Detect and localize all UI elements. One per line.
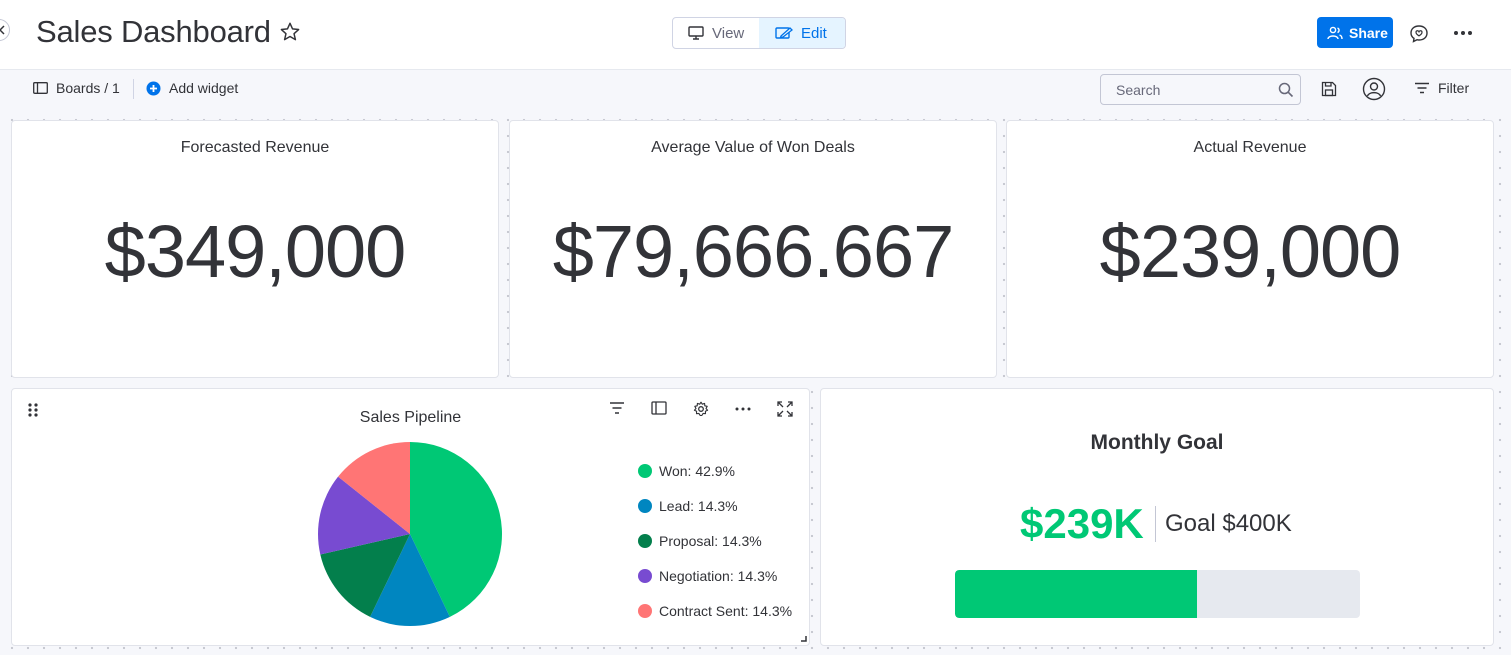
widget-number: $79,666.667 [552,210,955,293]
legend-dot [638,569,652,583]
add-widget-button[interactable]: Add widget [146,80,238,96]
person-filter-icon[interactable] [1362,77,1386,101]
view-mode-label: View [712,24,745,42]
page-title: Sales Dashboard [36,14,271,49]
widget-number: $349,000 [104,210,407,293]
save-icon[interactable] [1321,81,1337,97]
widget-more-icon[interactable] [735,407,751,411]
edit-pencil-icon [775,27,793,39]
drag-handle-icon[interactable] [27,402,39,418]
share-button[interactable]: Share [1317,17,1393,48]
add-circle-icon [146,81,161,95]
widget-title: Forecasted Revenue [180,139,330,156]
widget-filter-icon[interactable] [609,401,625,415]
pie-slice-lead[interactable] [370,534,450,626]
actual-revenue-widget[interactable]: Actual Revenue $239,000 [1006,120,1494,378]
filter-button[interactable]: Filter [1414,80,1469,96]
goal-progress-fill [955,570,1197,618]
resize-handle-icon[interactable] [801,636,807,642]
breadcrumb-label: Boards / 1 [56,80,120,96]
chevron-left-icon [0,25,5,35]
share-label: Share [1349,24,1388,41]
board-icon [33,82,48,94]
top-header: Sales Dashboard View Edit Share [0,0,1511,70]
widget-title: Average Value of Won Deals [651,139,855,156]
add-widget-label: Add widget [169,80,239,96]
pie-slice-proposal[interactable] [320,534,410,617]
widget-layout-icon[interactable] [651,401,667,415]
pie-slice-negotiation[interactable] [318,476,410,555]
legend-dot [638,464,652,478]
toolbar-divider [133,79,134,99]
chart-title: Sales Pipeline [359,409,462,426]
star-icon[interactable] [279,21,301,43]
widget-number: $239,000 [1099,210,1402,293]
average-won-deals-widget[interactable]: Average Value of Won Deals $79,666.667 [509,120,997,378]
legend-item-negotiation: Negotiation: 14.3% [638,568,777,584]
pie-slice-won[interactable] [410,442,502,617]
legend-dot [638,604,652,618]
search-input[interactable] [1101,75,1271,104]
more-options-icon[interactable] [1453,30,1473,36]
boards-breadcrumb[interactable]: Boards / 1 [33,80,120,96]
monitor-icon [688,26,704,40]
widget-settings-icon[interactable] [693,401,709,417]
view-mode-button[interactable]: View [673,18,759,48]
pipeline-pie-chart [318,442,502,626]
legend-item-proposal: Proposal: 14.3% [638,533,762,549]
legend-item-lead: Lead: 14.3% [638,498,738,514]
legend-label: Lead: 14.3% [659,498,738,514]
legend-dot [638,534,652,548]
edit-mode-button[interactable]: Edit [759,18,845,48]
legend-label: Won: 42.9% [659,463,736,479]
legend-label: Contract Sent: 14.3% [659,603,793,619]
widget-title: Actual Revenue [1193,139,1307,156]
view-edit-toggle: View Edit [672,17,846,49]
legend-item-contract-sent: Contract Sent: 14.3% [638,603,792,619]
legend-item-won: Won: 42.9% [638,463,735,479]
expand-icon[interactable] [777,401,793,417]
goal-divider [1155,506,1156,542]
goal-target: Goal $400K [1165,510,1292,537]
pie-slice-contract-sent[interactable] [338,442,410,534]
filter-icon [1415,82,1429,94]
goal-current-value: $239K [1020,500,1144,547]
legend-label: Negotiation: 14.3% [659,568,778,584]
edit-mode-label: Edit [801,24,827,42]
search-icon[interactable] [1278,82,1294,98]
updates-chat-icon[interactable] [1409,24,1429,44]
legend-dot [638,499,652,513]
goal-progress-track [955,570,1360,618]
collapse-sidebar-button[interactable] [0,19,10,41]
legend-label: Proposal: 14.3% [659,533,762,549]
search-box [1100,74,1301,105]
forecasted-revenue-widget[interactable]: Forecasted Revenue $349,000 [11,120,499,378]
people-icon [1327,26,1343,39]
goal-title: Monthly Goal [1090,431,1224,454]
filter-label: Filter [1438,80,1470,96]
